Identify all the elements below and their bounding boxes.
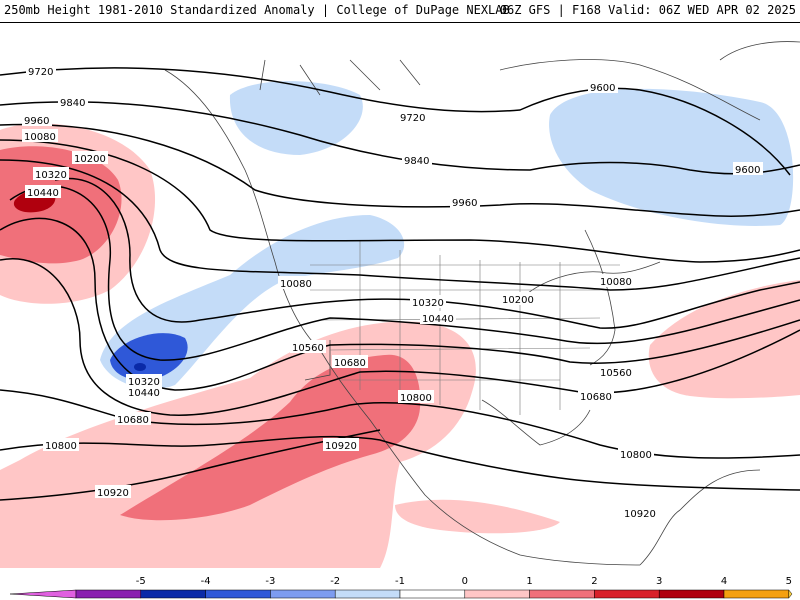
anomaly-map: 9720 9840 9960 10080 10200 10320 10440 9… — [0, 22, 800, 568]
label-10560-east: 10560 — [600, 368, 632, 379]
colorbar-tick-label: -1 — [395, 576, 405, 587]
colorbar-tick-label: 5 — [786, 576, 792, 587]
colorbar-swatch — [529, 589, 595, 599]
colorbar-swatch — [205, 589, 271, 599]
colorbar-swatch — [140, 589, 206, 599]
label-9600-east: 9600 — [735, 165, 760, 176]
model-run-label: 06Z GFS | F168 Valid: 06Z WED APR 02 202… — [499, 3, 796, 17]
colorbar-arrow-high — [788, 589, 793, 599]
label-10080-pacific: 10080 — [280, 279, 312, 290]
colorbar-swatch — [723, 589, 790, 599]
colorbar-swatch — [270, 589, 336, 599]
colorbar: -5 -4 -3 -2 -1 0 1 2 3 4 5 — [9, 576, 793, 599]
label-9840-west: 9840 — [60, 98, 85, 109]
label-10200-center: 10200 — [502, 295, 534, 306]
label-10920-west: 10920 — [97, 488, 129, 499]
colorbar-tick-label: -2 — [330, 576, 340, 587]
colorbar-arrow-low — [9, 589, 77, 599]
colorbar-tick-label: 3 — [656, 576, 662, 587]
label-10320-west: 10320 — [35, 170, 67, 181]
colorbar-tick-label: -4 — [201, 576, 211, 587]
label-10560-center: 10560 — [292, 343, 324, 354]
label-10800-east: 10800 — [620, 450, 652, 461]
label-10320-center: 10320 — [412, 298, 444, 309]
label-9720-center: 9720 — [400, 113, 425, 124]
label-10080-east: 10080 — [600, 277, 632, 288]
colorbar-tick-label: 1 — [526, 576, 532, 587]
label-9960-center: 9960 — [452, 198, 477, 209]
colorbar-swatch — [594, 589, 660, 599]
colorbar-swatch — [658, 589, 725, 599]
colorbar-tick-label: -3 — [265, 576, 275, 587]
label-10680-east: 10680 — [580, 392, 612, 403]
colorbar-swatch — [75, 589, 142, 599]
label-10680-pacific: 10680 — [117, 415, 149, 426]
colorbar-swatch — [334, 589, 401, 599]
label-10440-west: 10440 — [27, 188, 59, 199]
colorbar-tick-label: -5 — [136, 576, 146, 587]
colorbar-tick-label: 4 — [721, 576, 727, 587]
label-9600-north: 9600 — [590, 83, 615, 94]
map-header: 250mb Height 1981-2010 Standardized Anom… — [0, 0, 800, 23]
colorbar-tick-label: 0 — [462, 576, 468, 587]
label-9720-west: 9720 — [28, 67, 53, 78]
label-9840-center: 9840 — [404, 156, 429, 167]
label-10800-center: 10800 — [400, 393, 432, 404]
label-10920-east: 10920 — [624, 509, 656, 520]
label-9960-west: 9960 — [24, 116, 49, 127]
label-10320-low: 10320 — [128, 377, 160, 388]
label-10200-west: 10200 — [74, 154, 106, 165]
label-10920-center: 10920 — [325, 441, 357, 452]
negative-anomaly-shading — [100, 81, 794, 389]
label-10080-west: 10080 — [24, 132, 56, 143]
label-10440-center: 10440 — [422, 314, 454, 325]
colorbar-swatch — [464, 589, 530, 599]
map-title: 250mb Height 1981-2010 Standardized Anom… — [4, 3, 510, 17]
height-contours — [0, 67, 800, 501]
label-10680-center: 10680 — [334, 358, 366, 369]
colorbar-swatches — [9, 589, 793, 599]
coastlines-borders — [164, 41, 800, 566]
colorbar-swatch — [399, 589, 466, 599]
label-10800-west: 10800 — [45, 441, 77, 452]
colorbar-tick-label: 2 — [591, 576, 597, 587]
label-10440-low: 10440 — [128, 388, 160, 399]
colorbar-ticks: -5 -4 -3 -2 -1 0 1 2 3 4 5 — [136, 576, 792, 587]
contour-labels: 9720 9840 9960 10080 10200 10320 10440 9… — [22, 64, 763, 520]
